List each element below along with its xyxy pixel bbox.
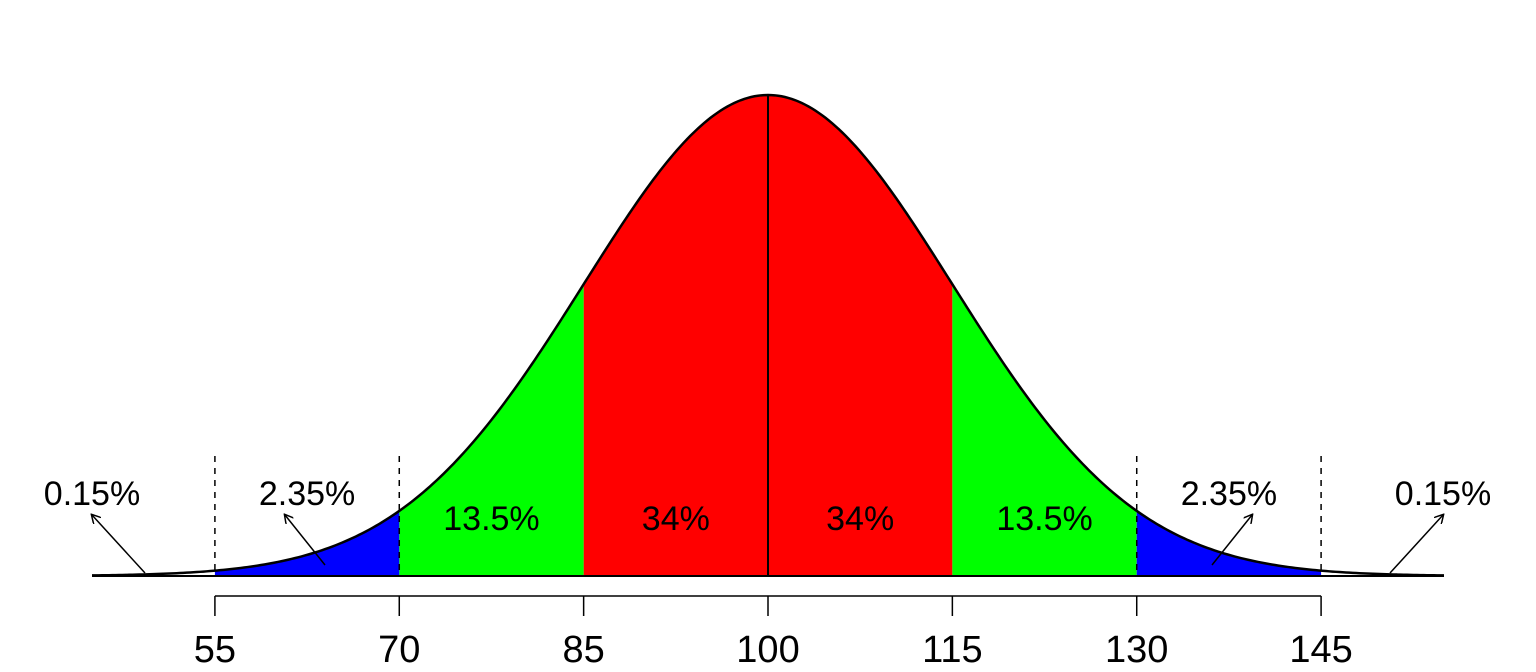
region-100-115 (768, 95, 953, 576)
region-85-100 (583, 95, 768, 576)
x-tick-label-130: 130 (1105, 629, 1168, 671)
arrow-130-145 (1211, 515, 1252, 566)
arrow-145-155 (1389, 515, 1443, 574)
density-curve (91, 93, 1445, 577)
label-100-115: 34% (826, 500, 894, 538)
x-tick-label-55: 55 (194, 629, 236, 671)
normal-curve (91, 93, 1445, 577)
x-tick-label-100: 100 (736, 629, 799, 671)
x-tick-label-85: 85 (562, 629, 604, 671)
x-tick-label-115: 115 (922, 629, 983, 671)
label-145-155: 0.15% (1395, 475, 1491, 513)
label-45-55: 0.15% (44, 475, 140, 513)
label-115-130: 13.5% (996, 500, 1092, 538)
region-130-145 (1136, 510, 1322, 576)
percentage-labels: 34% 34% 13.5% 13.5% 2.35% 2.35% 0.15% 0.15% (44, 475, 1491, 574)
label-55-70: 2.35% (259, 475, 355, 513)
reference-lines (214, 95, 1322, 576)
x-tick-label-70: 70 (378, 629, 420, 671)
label-85-100: 34% (642, 500, 710, 538)
label-130-145: 2.35% (1181, 475, 1277, 513)
x-axis: 55 70 85 100 115 130 145 (194, 595, 1353, 671)
region-55-70 (214, 510, 400, 576)
arrow-55-70 (285, 515, 326, 566)
x-tick-label-145: 145 (1289, 629, 1352, 671)
label-70-85: 13.5% (443, 500, 539, 538)
arrow-45-55 (92, 515, 146, 574)
